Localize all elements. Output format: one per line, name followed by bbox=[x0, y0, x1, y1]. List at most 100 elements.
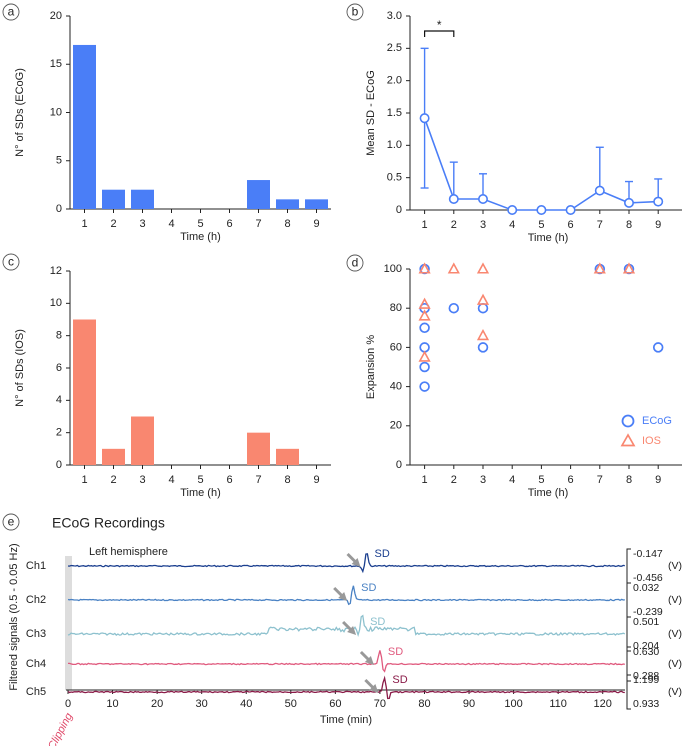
ios-point bbox=[476, 328, 490, 341]
signal-trace bbox=[67, 553, 625, 574]
y-tick-label: 0.5 bbox=[387, 172, 402, 184]
y-tick-label: 1.5 bbox=[387, 107, 402, 119]
ios-point bbox=[447, 262, 460, 274]
y-tick-label: 40 bbox=[390, 381, 402, 393]
scale-bottom-value: 0.204 bbox=[633, 640, 659, 652]
x-tick-label: 9 bbox=[313, 474, 319, 486]
x-tick-label: 3 bbox=[139, 474, 145, 486]
x-tick-label: 20 bbox=[151, 698, 163, 710]
y-tick-label: 10 bbox=[50, 106, 62, 118]
channel-label: Ch5 bbox=[26, 686, 46, 698]
x-tick-label: 3 bbox=[139, 218, 145, 230]
ios-point bbox=[622, 262, 636, 274]
x-tick-label: 9 bbox=[313, 218, 319, 230]
y-tick-label: 4 bbox=[56, 394, 62, 406]
x-tick-label: 1 bbox=[422, 219, 428, 231]
x-tick-label: 3 bbox=[480, 474, 486, 486]
y-tick-label: 0 bbox=[396, 459, 402, 471]
y-tick-label: 0 bbox=[56, 203, 62, 215]
bar bbox=[276, 448, 299, 465]
scale-bottom-value: 0.288 bbox=[633, 670, 659, 682]
x-tick-label: 90 bbox=[463, 698, 475, 710]
y-tick-label: 12 bbox=[50, 265, 62, 277]
scale-top-value: 0.032 bbox=[633, 582, 659, 594]
unit-label: (V) bbox=[668, 594, 682, 606]
sd-arrow-head bbox=[338, 592, 348, 601]
bar bbox=[131, 416, 154, 465]
y-tick-label: 80 bbox=[390, 302, 402, 314]
data-point bbox=[594, 185, 605, 196]
ecog-point bbox=[419, 322, 430, 334]
y-tick-label: 100 bbox=[384, 263, 402, 275]
x-tick-label: 6 bbox=[568, 219, 574, 231]
bar bbox=[247, 432, 270, 465]
x-tick-label: 7 bbox=[597, 474, 603, 486]
ios-point bbox=[418, 297, 431, 309]
panel-label-circle bbox=[2, 253, 20, 271]
ecog-point bbox=[652, 342, 664, 353]
channel-label: Ch2 bbox=[26, 594, 46, 606]
panel-label-b: b bbox=[352, 5, 359, 19]
x-tick-label: 5 bbox=[538, 474, 544, 486]
x-tick-label: 1 bbox=[81, 474, 87, 486]
x-tick-label: 70 bbox=[374, 698, 386, 710]
sd-arrow-head bbox=[351, 558, 361, 567]
scale-bracket bbox=[626, 616, 631, 652]
signal-trace bbox=[67, 614, 626, 637]
ecog-point bbox=[477, 302, 489, 314]
channel-1: Ch1 SD -0.147 -0.456 (V) bbox=[26, 548, 682, 584]
y-tick-label: 2 bbox=[56, 427, 62, 439]
x-tick-label: 50 bbox=[285, 698, 297, 710]
bar bbox=[73, 319, 96, 465]
sd-label: SD bbox=[375, 548, 390, 560]
channel-label: Ch3 bbox=[26, 628, 46, 640]
ios-point bbox=[418, 350, 431, 362]
signal-trace bbox=[68, 650, 625, 673]
data-point bbox=[419, 113, 430, 124]
x-tick-label: 40 bbox=[240, 698, 252, 710]
x-tick-label: 4 bbox=[168, 218, 174, 230]
x-tick-label: 1 bbox=[81, 218, 87, 230]
data-point bbox=[477, 194, 488, 205]
x-tick-label: 9 bbox=[655, 474, 661, 486]
x-tick-label: 7 bbox=[597, 219, 603, 231]
panel-label-circle bbox=[2, 513, 20, 531]
signal-trace bbox=[67, 585, 625, 606]
x-tick-label: 6 bbox=[568, 474, 574, 486]
significance-label: * bbox=[437, 18, 442, 32]
y-axis-label: N° of SDs (ECoG) bbox=[14, 68, 26, 157]
bar bbox=[305, 199, 328, 209]
y-tick-label: 2.0 bbox=[387, 75, 402, 87]
panel-label-a: a bbox=[8, 5, 15, 19]
y-tick-label: 8 bbox=[56, 330, 62, 342]
sd-label: SD bbox=[392, 674, 407, 686]
data-point bbox=[653, 196, 664, 207]
scale-bracket bbox=[626, 582, 631, 618]
scale-bracket bbox=[626, 674, 631, 710]
legend-ecog-label: ECoG bbox=[642, 415, 672, 427]
y-tick-label: 0 bbox=[396, 204, 402, 216]
scale-top-value: 0.501 bbox=[633, 616, 659, 628]
data-point bbox=[623, 197, 634, 208]
sd-arrow-head bbox=[347, 626, 357, 635]
channel-label: Ch4 bbox=[26, 658, 46, 670]
y-axis-label: Expansion % bbox=[365, 335, 377, 399]
x-axis-label: Time (min) bbox=[320, 714, 372, 726]
bar bbox=[102, 448, 125, 465]
channel-label: Ch1 bbox=[26, 560, 46, 572]
bar bbox=[276, 199, 299, 209]
chart-e: ECoG Recordings Left hemisphere Filtered s… bbox=[8, 515, 682, 746]
scale-top-value: 1.199 bbox=[633, 674, 659, 686]
scale-bracket bbox=[626, 548, 631, 584]
x-tick-label: 8 bbox=[626, 474, 632, 486]
legend: ECoG IOS bbox=[620, 414, 672, 447]
x-tick-label: 8 bbox=[626, 219, 632, 231]
ios-point bbox=[593, 262, 606, 274]
legend-ios-label: IOS bbox=[642, 435, 661, 447]
chart-b: 0 0.5 1.0 1.5 2.0 2.5 3.0 1 2 3 4 5 6 7 8 9 * Time (h) Mea… bbox=[365, 10, 682, 244]
x-axis-label: Time (h) bbox=[528, 487, 569, 499]
x-tick-label: 100 bbox=[504, 698, 522, 710]
legend-ios-marker bbox=[620, 433, 636, 447]
channel-3: Ch3 SD 0.501 0.204 (V) bbox=[26, 614, 682, 652]
